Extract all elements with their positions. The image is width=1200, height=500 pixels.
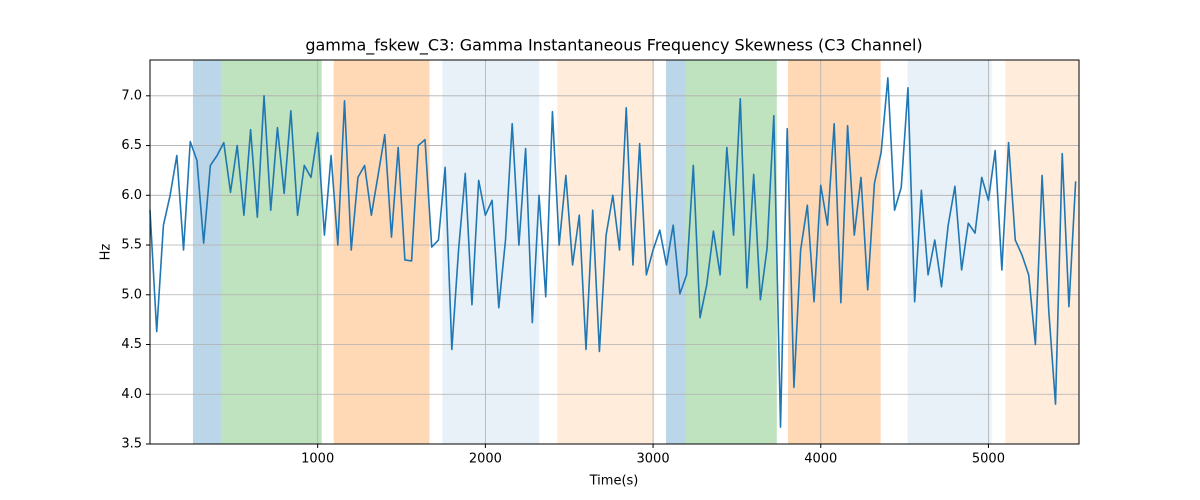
shaded-span: [685, 60, 777, 444]
shaded-span: [907, 60, 992, 444]
shaded-span: [442, 60, 540, 444]
y-tick-label: 6.0: [121, 188, 142, 203]
y-tick-label: 6.5: [121, 138, 142, 153]
x-tick-label: 4000: [804, 452, 837, 467]
x-tick-label: 5000: [972, 452, 1005, 467]
y-tick-label: 3.5: [121, 437, 142, 452]
data-line: [149, 77, 1077, 428]
y-axis-label: Hz: [99, 244, 114, 261]
shaded-span: [1005, 60, 1079, 444]
y-tick-label: 7.0: [121, 88, 142, 103]
y-tick-label: 5.0: [121, 287, 142, 302]
y-tick-label: 4.5: [121, 337, 142, 352]
chart-title: gamma_fskew_C3: Gamma Instantaneous Freq…: [305, 36, 922, 56]
shaded-span: [787, 60, 881, 444]
shaded-span: [333, 60, 430, 444]
plot-frame: [149, 59, 1080, 445]
x-tick-label: 1000: [301, 452, 334, 467]
shaded-span: [192, 60, 221, 444]
x-axis-label: Time(s): [589, 474, 639, 489]
y-tick-label: 5.5: [121, 238, 142, 253]
shaded-span: [220, 60, 322, 444]
x-tick-label: 2000: [469, 452, 502, 467]
x-tick-label: 3000: [637, 452, 670, 467]
y-tick-label: 4.0: [121, 387, 142, 402]
